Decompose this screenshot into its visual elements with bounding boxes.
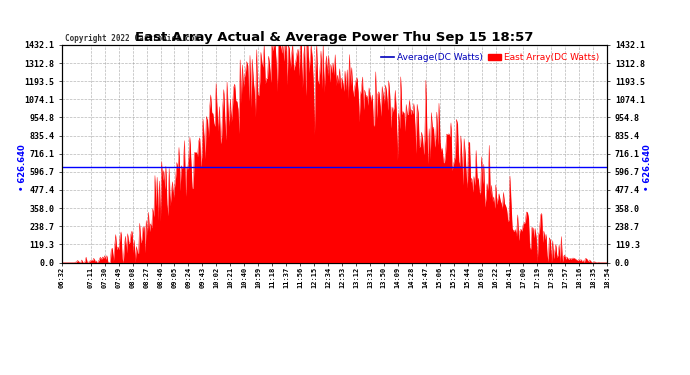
Title: East Array Actual & Average Power Thu Sep 15 18:57: East Array Actual & Average Power Thu Se… (135, 31, 534, 44)
Text: Copyright 2022 Cartronics.com: Copyright 2022 Cartronics.com (65, 34, 199, 43)
Legend: Average(DC Watts), East Array(DC Watts): Average(DC Watts), East Array(DC Watts) (377, 50, 602, 66)
Text: • 626.640: • 626.640 (642, 144, 651, 191)
Text: • 626.640: • 626.640 (18, 144, 27, 191)
